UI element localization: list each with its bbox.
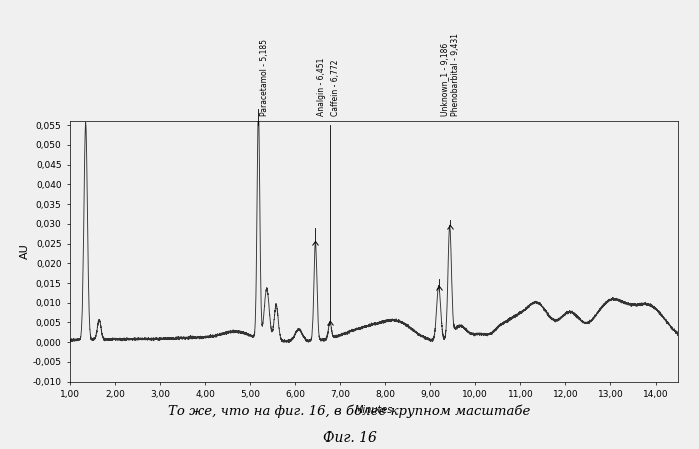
Text: Unknown_1 - 9,186: Unknown_1 - 9,186	[440, 43, 449, 116]
Y-axis label: AU: AU	[20, 243, 30, 260]
Text: Caffein - 6,772: Caffein - 6,772	[331, 60, 340, 116]
Text: Analgin - 6,451: Analgin - 6,451	[317, 57, 326, 116]
Text: Фиг. 16: Фиг. 16	[322, 431, 377, 445]
Text: Phenobarbital - 9,431: Phenobarbital - 9,431	[451, 33, 460, 116]
Text: Paracetamol - 5,185: Paracetamol - 5,185	[259, 39, 268, 116]
Text: То же, что на фиг. 16, в более крупном масштабе: То же, что на фиг. 16, в более крупном м…	[168, 404, 531, 418]
X-axis label: Minutes: Minutes	[355, 405, 393, 414]
